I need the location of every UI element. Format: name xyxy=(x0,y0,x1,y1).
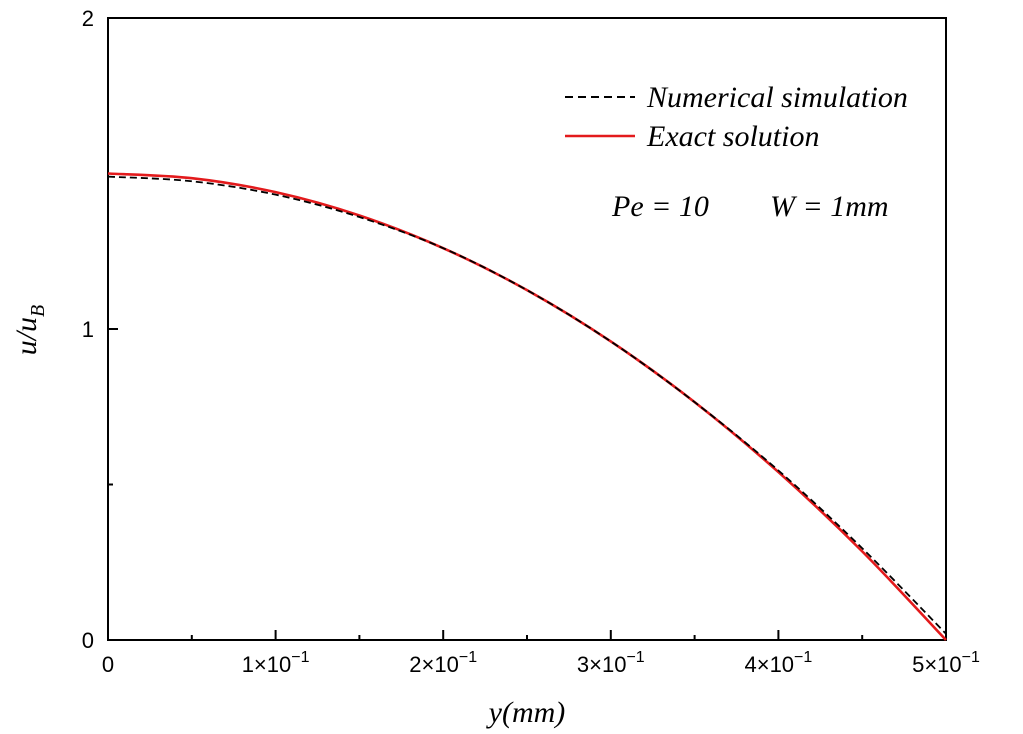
x-tick-label: 3×10−1 xyxy=(577,649,645,677)
svg-text:u/uB: u/uB xyxy=(10,305,49,356)
series-line-numerical xyxy=(107,175,947,635)
annotation-pe: Pe = 10 xyxy=(611,190,709,223)
legend-label-numerical: Numerical simulation xyxy=(646,81,908,114)
y-tick-label: 0 xyxy=(82,628,94,653)
y-tick-label: 2 xyxy=(82,6,94,31)
x-tick-label: 0 xyxy=(102,652,114,677)
annotation-w: W = 1mm xyxy=(770,190,889,223)
y-axis-ticks: 0 1 2 xyxy=(82,6,118,653)
series-layer xyxy=(107,172,947,641)
x-tick-label: 1×10−1 xyxy=(242,649,310,677)
x-axis-title: y(mm) xyxy=(486,696,566,729)
series-line-exact xyxy=(107,172,947,641)
x-tick-label: 5×10−1 xyxy=(912,649,980,677)
x-tick-label: 4×10−1 xyxy=(744,649,812,677)
legend: Numerical simulation Exact solution xyxy=(565,81,908,153)
x-tick-label: 2×10−1 xyxy=(409,649,477,677)
y-axis-title-main: u/u xyxy=(10,317,43,355)
y-tick-label: 1 xyxy=(82,317,94,342)
x-axis-ticks: 0 1×10−1 2×10−1 3×10−1 4×10−1 5×10−1 xyxy=(102,630,980,677)
legend-label-exact: Exact solution xyxy=(646,120,819,153)
y-axis-title-subscript: B xyxy=(27,305,49,317)
y-axis-title: u/uB xyxy=(10,305,49,356)
